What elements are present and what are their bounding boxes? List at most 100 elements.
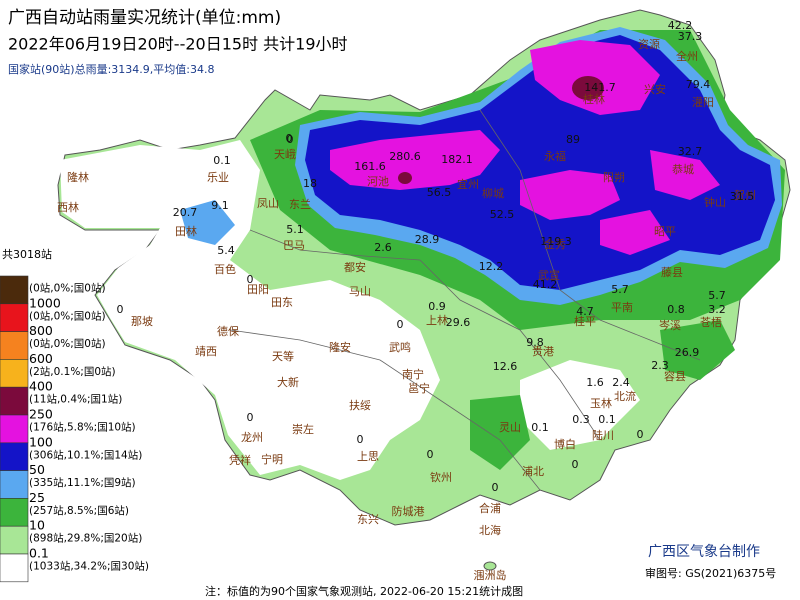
city-label: 藤县: [661, 266, 683, 279]
city-label: 隆安: [329, 340, 351, 354]
station-value: 141.7: [584, 81, 616, 94]
legend-count: (11站,0.4%;国1站): [29, 393, 122, 406]
city-label: 河池: [367, 175, 389, 188]
station-value: 161.6: [354, 160, 386, 173]
legend-count: (0站,0%;国0站): [29, 282, 106, 295]
city-label: 百色: [214, 262, 236, 276]
city-label: 大新: [277, 375, 299, 389]
island: [483, 561, 497, 571]
station-value: 20.7: [173, 206, 198, 219]
city-label: 上思: [357, 450, 379, 463]
station-value: 0.1: [531, 421, 549, 434]
station-value: 12.6: [493, 360, 518, 373]
station-value: 0: [397, 318, 404, 331]
station-value: 5.4: [217, 244, 235, 257]
legend-total: 共3018站: [2, 247, 52, 261]
legend-swatch: [0, 525, 29, 555]
city-label: 钟山: [704, 195, 726, 209]
legend-label: 600: [29, 351, 53, 366]
station-value: 26.9: [675, 346, 700, 359]
city-label: 涠洲岛: [474, 568, 507, 582]
station-value: 89: [566, 133, 580, 146]
county-border: [249, 229, 601, 441]
city-label: 陆川: [592, 428, 614, 442]
city-label: 兴安: [644, 82, 666, 96]
green-area: [470, 395, 530, 470]
legend-count: (335站,11.1%;国9站): [29, 476, 136, 489]
city-label: 金秀: [544, 237, 566, 251]
station-value: 0: [492, 481, 499, 494]
station-value: 5.7: [708, 289, 726, 302]
legend-swatch: [0, 359, 29, 388]
legend-label: 250: [29, 407, 53, 422]
city-label: 北海: [479, 523, 501, 537]
station-value: 3.2: [708, 303, 726, 316]
station-value: 0: [247, 273, 254, 286]
city-label: 田东: [271, 296, 293, 309]
city-label: 玉林: [590, 396, 612, 410]
city-label: 巴马: [283, 239, 305, 252]
city-label: 防城港: [392, 504, 425, 518]
legend-label: 1000: [29, 295, 61, 310]
station-value: 1.6: [586, 376, 604, 389]
city-label: 乐业: [207, 171, 229, 184]
legend-swatch: [0, 303, 29, 332]
green-area: [660, 320, 735, 380]
city-label: 贵港: [532, 345, 554, 358]
station-value: 5.7: [611, 283, 629, 296]
summary: 国家站(90站)总雨量:3134.9,平均值:34.8: [8, 62, 214, 76]
legend-swatch: [0, 442, 29, 471]
station-value: 28.9: [415, 233, 440, 246]
city-label: 武鸣: [389, 340, 411, 354]
city-label: 全州: [676, 49, 698, 63]
station-value: 0.8: [667, 303, 685, 316]
city-label: 凤山: [257, 197, 279, 210]
city-label: 灵山: [499, 421, 521, 434]
station-value: 0: [287, 133, 294, 146]
station-value: 0: [427, 448, 434, 461]
station-value: 41.2: [533, 278, 558, 291]
legend-count: (898站,29.8%;国20站): [29, 532, 142, 545]
city-label: 田林: [175, 224, 197, 238]
city-label: 德保: [217, 324, 239, 338]
magenta-area: [330, 130, 500, 190]
city-label: 南宁: [402, 367, 424, 381]
station-value: 280.6: [389, 150, 421, 163]
city-label: 上林: [426, 313, 448, 327]
station-value: 18: [303, 177, 317, 190]
station-value: 0.1: [213, 154, 231, 167]
legend-count: (306站,10.1%;国14站): [29, 448, 142, 461]
city-label: 宁明: [261, 452, 283, 466]
legend-count: (1033站,34.2%;国30站): [29, 560, 149, 573]
dry-area: [60, 140, 440, 480]
city-label: 天等: [272, 349, 294, 363]
legend-swatch: [0, 331, 29, 360]
legend-label: 0.1: [29, 546, 49, 561]
city-label: 合浦: [479, 501, 501, 515]
legend-label: 50: [29, 462, 45, 477]
maroon-area: [398, 172, 412, 184]
dry-area: [520, 360, 640, 450]
city-label: 恭城: [672, 163, 694, 176]
credit-maker: 广西区气象台制作: [648, 544, 760, 560]
station-value: 12.2: [479, 260, 504, 273]
lightblue-area: [180, 200, 235, 245]
legend-label: 100: [29, 434, 53, 449]
legend-label: 25: [29, 490, 45, 505]
legend-swatch: [0, 386, 29, 416]
legend-count: (257站,8.5%;国6站): [29, 504, 129, 517]
city-label: 资源: [638, 37, 660, 51]
city-label: 贺州: [734, 189, 756, 202]
city-label: 平南: [611, 301, 633, 314]
city-label: 钦州: [430, 471, 452, 484]
city-label: 柳城: [482, 186, 504, 200]
city-label: 东兰: [289, 198, 311, 211]
station-value: 119.3: [540, 235, 572, 248]
map-shapes: [57, 9, 791, 571]
legend-swatch: [0, 498, 29, 527]
station-value: 0: [357, 433, 364, 446]
station-value: 0: [637, 428, 644, 441]
city-label: 崇左: [292, 423, 314, 436]
city-label: 隆林: [67, 170, 89, 184]
